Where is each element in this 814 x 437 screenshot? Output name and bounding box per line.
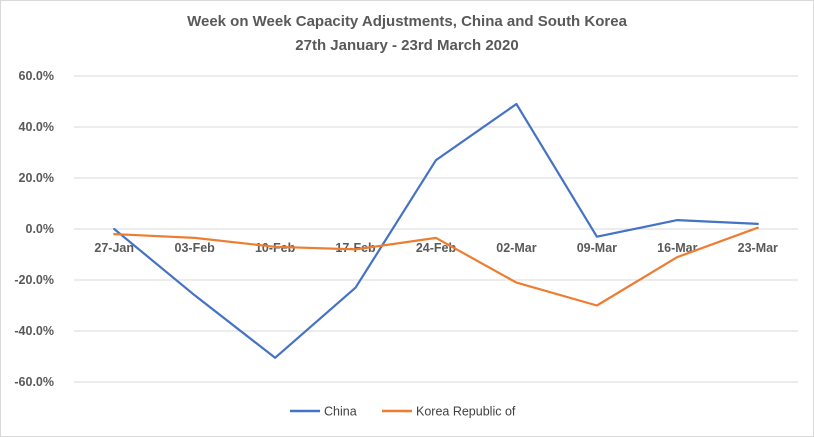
y-tick-label: -60.0% xyxy=(14,375,54,389)
y-tick-label: 20.0% xyxy=(19,171,54,185)
x-tick-label: 17-Feb xyxy=(335,241,376,255)
series-line-china xyxy=(113,102,759,359)
x-tick-label: 02-Mar xyxy=(496,241,536,255)
y-tick-label: 40.0% xyxy=(19,120,54,134)
y-tick-label: 0.0% xyxy=(26,222,55,236)
x-tick-label: 10-Feb xyxy=(255,241,296,255)
x-tick-label: 16-Mar xyxy=(657,241,697,255)
y-tick-label: -40.0% xyxy=(14,324,54,338)
x-tick-label: 27-Jan xyxy=(94,241,134,255)
chart-title: Week on Week Capacity Adjustments, China… xyxy=(187,13,627,30)
x-tick-label: 23-Mar xyxy=(738,241,778,255)
series-line-korea xyxy=(113,226,759,307)
legend-label: China xyxy=(324,405,357,419)
x-tick-label: 09-Mar xyxy=(577,241,617,255)
x-tick-label: 03-Feb xyxy=(175,241,216,255)
chart-subtitle: 27th January - 23rd March 2020 xyxy=(295,37,519,54)
y-tick-label: 60.0% xyxy=(19,69,54,83)
legend-label: Korea Republic of xyxy=(416,405,516,419)
x-tick-label: 24-Feb xyxy=(416,241,457,255)
y-tick-label: -20.0% xyxy=(14,273,54,287)
